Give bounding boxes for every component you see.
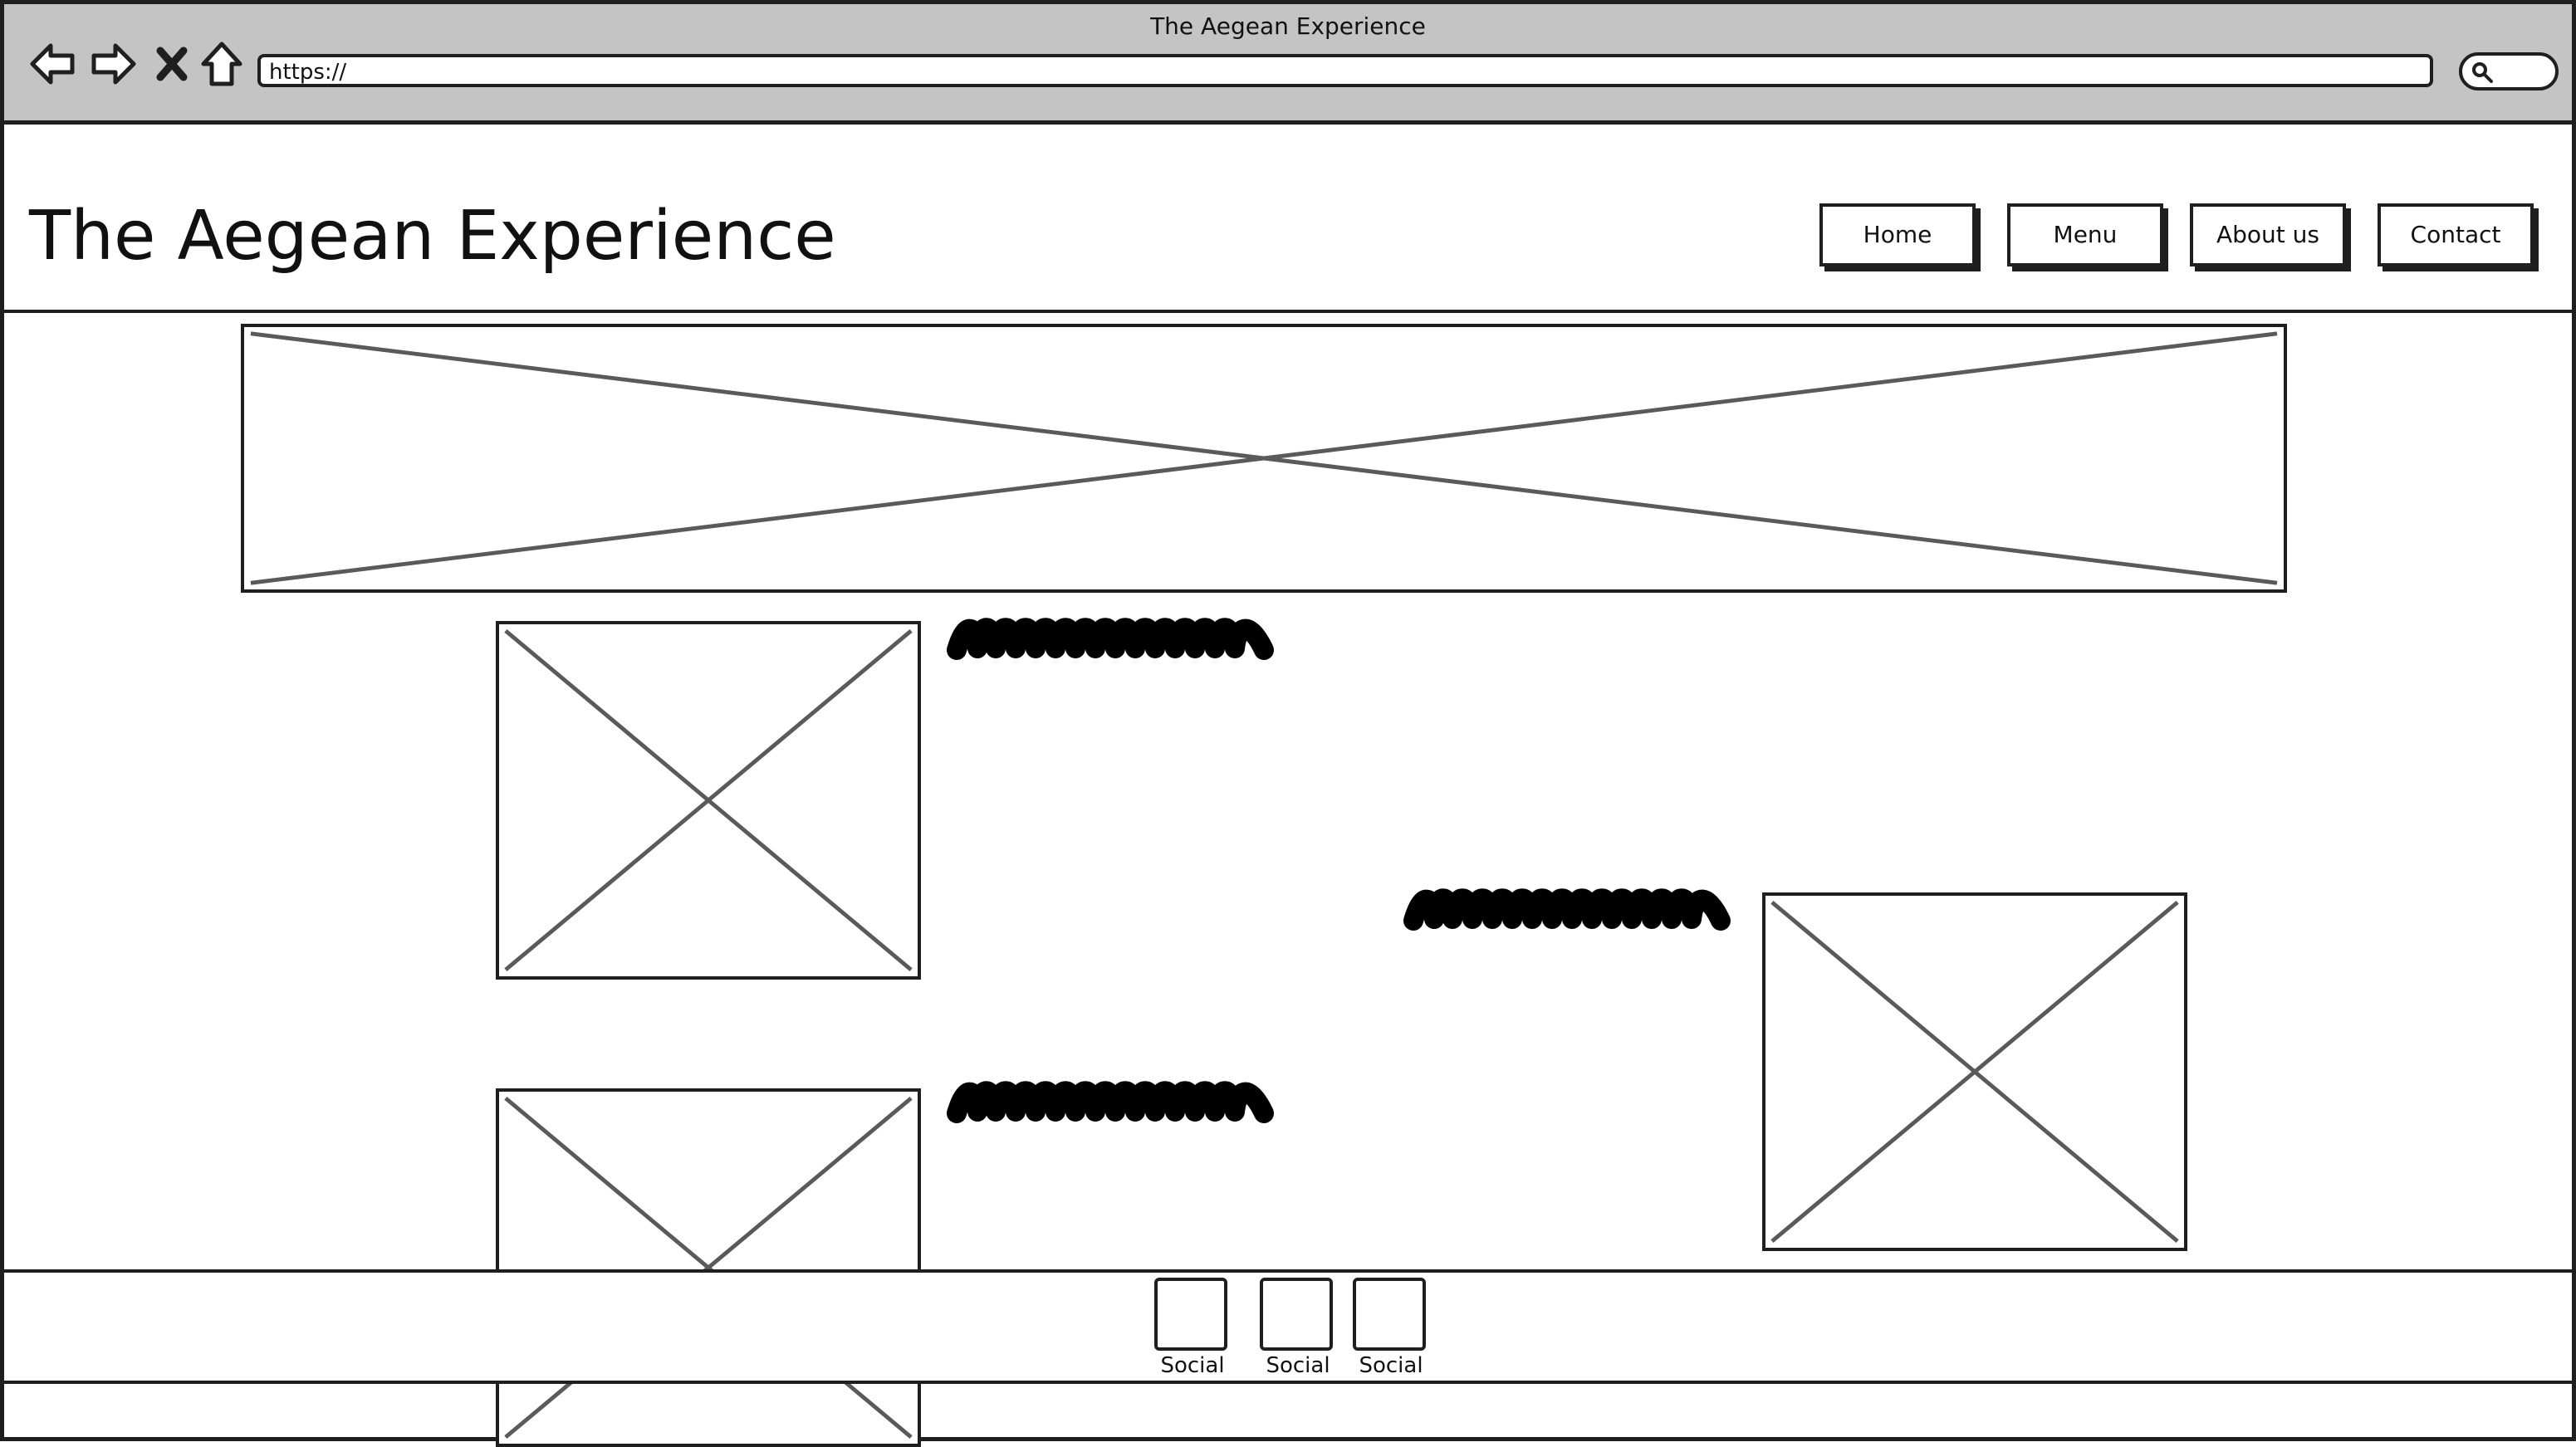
- heading-scribble: [944, 617, 1276, 675]
- content-image-placeholder: [496, 1088, 921, 1447]
- home-icon[interactable]: [198, 39, 245, 89]
- social-link[interactable]: Social: [1260, 1278, 1336, 1379]
- forward-arrow-icon[interactable]: [91, 39, 137, 89]
- address-bar[interactable]: https://: [257, 54, 2433, 87]
- social-icon[interactable]: [1353, 1278, 1426, 1351]
- social-link[interactable]: Social: [1353, 1278, 1429, 1379]
- nav-contact-button[interactable]: Contact: [2378, 203, 2534, 266]
- content-image-placeholder: [496, 621, 921, 980]
- heading-scribble: [1401, 887, 1733, 946]
- content-image-placeholder: [1762, 892, 2187, 1251]
- window-title: The Aegean Experience: [1150, 12, 1426, 40]
- footer-bottom-divider: [4, 1381, 2572, 1384]
- browser-toolbar: The Aegean Experience https://: [4, 4, 2572, 125]
- back-arrow-icon[interactable]: [29, 39, 76, 89]
- close-x-icon[interactable]: [154, 39, 190, 89]
- hero-image-placeholder: [241, 324, 2287, 593]
- heading-scribble: [944, 1080, 1276, 1138]
- url-text: https://: [269, 60, 347, 85]
- search-box[interactable]: [2459, 52, 2559, 90]
- site-title: The Aegean Experience: [29, 197, 836, 276]
- social-label: Social: [1160, 1353, 1225, 1378]
- footer-divider: [4, 1269, 2572, 1273]
- nav-home-button[interactable]: Home: [1819, 203, 1976, 266]
- social-icon[interactable]: [1154, 1278, 1227, 1351]
- social-label: Social: [1359, 1353, 1423, 1378]
- social-label: Social: [1266, 1353, 1330, 1378]
- nav-about-button[interactable]: About us: [2190, 203, 2346, 266]
- social-icon[interactable]: [1260, 1278, 1333, 1351]
- social-link[interactable]: Social: [1154, 1278, 1231, 1379]
- search-icon: [2472, 62, 2493, 83]
- nav-menu-button[interactable]: Menu: [2007, 203, 2163, 266]
- header-divider: [4, 310, 2572, 313]
